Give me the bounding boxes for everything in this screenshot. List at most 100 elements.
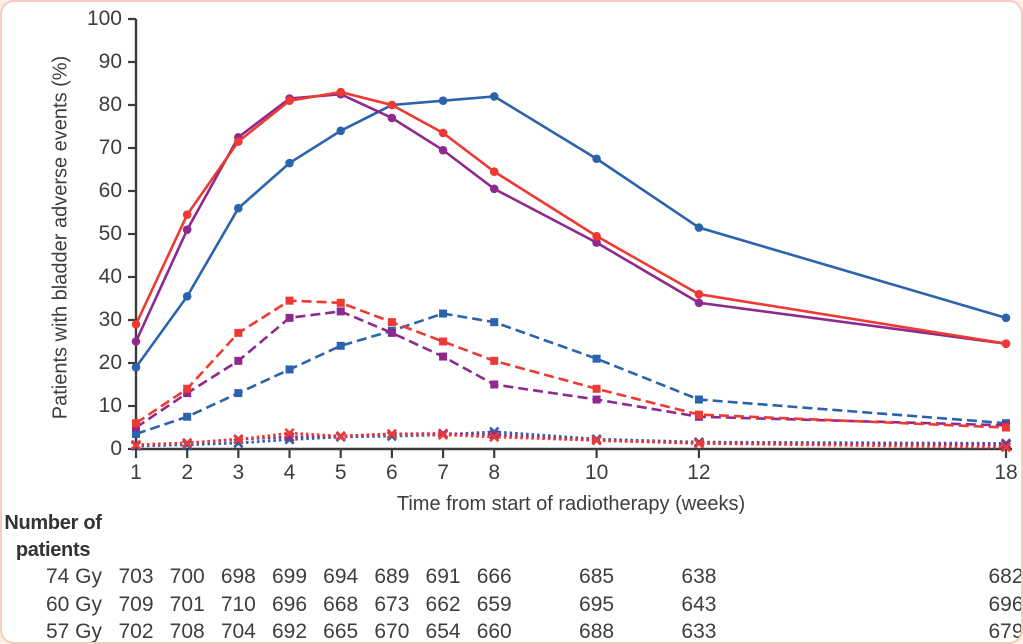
patient-count: 692 [271,620,308,643]
patient-count: 709 [118,593,154,616]
x-tick-label: 2 [181,461,194,484]
marker-dashed-blue [285,365,294,374]
patient-count: 659 [476,593,512,616]
x-axis-label: Time from start of radiotherapy (weeks) [396,493,746,515]
patient-count: 708 [169,620,205,643]
marker-dotted-red [335,430,346,442]
marker-dashed-red [132,419,140,428]
x-tick-label: 5 [334,461,347,484]
marker-solid-blue [1001,313,1011,323]
marker-dotted-red [489,431,500,443]
patient-count: 673 [374,593,410,616]
marker-dashed-purple [592,395,601,404]
patients-row-label: 60 Gy [45,593,102,616]
x-tick-label: 4 [283,461,296,484]
marker-dashed-blue [592,354,601,363]
marker-dashed-purple [490,380,499,389]
x-tick-label: 8 [488,461,501,484]
patient-count: 638 [681,565,717,588]
marker-dashed-purple [132,423,140,432]
marker-dotted-purple [489,429,500,440]
patient-count: 699 [271,565,308,588]
x-tick-label: 3 [232,461,245,484]
x-tick-label: 1 [130,461,142,484]
marker-dashed-red [285,296,294,305]
patients-row-label: 57 Gy [45,620,102,643]
patient-count: 654 [425,620,461,643]
marker-dashed-blue [183,412,192,421]
marker-solid-blue [694,223,704,232]
marker-dashed-blue [132,429,140,438]
marker-solid-blue [285,158,294,168]
chart-plot [128,17,1012,458]
patient-count: 710 [220,593,256,616]
marker-dashed-purple [439,352,448,361]
marker-solid-red [387,100,397,110]
marker-solid-blue [438,96,448,105]
patients-table-title-line2: patients [15,539,91,561]
marker-solid-blue [182,292,192,301]
patient-count: 668 [323,593,359,616]
patients-row-label: 74 Gy [45,565,102,588]
y-tick-label: 100 [86,7,122,30]
y-tick-label: 0 [110,437,122,460]
marker-dotted-purple [1000,439,1012,450]
patients-table-title-line1: Number of [4,512,102,534]
marker-solid-purple [489,184,499,194]
marker-dashed-purple [387,328,396,337]
patient-count: 665 [323,620,359,643]
patients-row: 74 Gy 703 700 698 699 694 689 691 666 685 638 682 [2,565,1021,591]
marker-dotted-red [182,437,193,449]
y-tick-label: 30 [98,308,122,331]
x-tick-label: 6 [386,461,398,484]
marker-dotted-red [693,438,705,449]
marker-solid-purple [387,113,397,123]
marker-dotted-red [284,427,295,439]
x-tick-label: 10 [584,461,609,484]
marker-dashed-blue [439,309,448,318]
marker-solid-purple [131,337,141,346]
marker-dashed-red [183,384,192,393]
x-tick-label: 12 [687,461,711,484]
marker-solid-red [285,96,294,105]
y-tick-label: 70 [98,136,122,159]
axes [134,19,1012,451]
patient-count: 682 [988,565,1023,588]
marker-dashed-purple [336,307,345,316]
patient-count: 689 [374,565,410,588]
patient-count: 679 [988,620,1023,643]
marker-solid-blue [234,203,243,213]
marker-dotted-red [591,435,602,446]
patient-count: 701 [169,593,205,616]
patient-count: 643 [681,593,717,616]
marker-solid-blue [131,363,141,372]
patient-count: 688 [579,620,615,643]
marker-dashed-red [592,384,601,393]
patient-count: 703 [118,565,154,588]
marker-solid-purple [592,238,601,247]
y-tick-label: 20 [98,351,122,374]
marker-dashed-red [336,298,345,307]
x-tick-label: 18 [994,461,1018,484]
marker-solid-blue [336,126,346,136]
series-line-dashed-blue [135,312,1007,436]
marker-dashed-red [234,328,243,337]
marker-solid-red [234,137,243,146]
marker-solid-red [131,320,141,329]
y-tick-label: 10 [98,394,122,417]
patients-row: 57 Gy 702 708 704 692 665 670 654 660 688 633 679 [2,620,1023,643]
patient-count: 698 [220,565,256,588]
marker-solid-blue [489,92,499,101]
marker-solid-red [489,167,499,176]
marker-solid-red [438,128,448,138]
marker-solid-red [182,210,192,219]
patient-count: 694 [323,565,359,588]
marker-dotted-red [437,429,449,440]
marker-dashed-blue [490,318,499,327]
marker-solid-red [592,231,601,241]
marker-dotted-red [386,428,398,440]
marker-dotted-red [233,434,244,445]
marker-dashed-red [387,318,396,327]
patient-count: 696 [271,593,308,616]
